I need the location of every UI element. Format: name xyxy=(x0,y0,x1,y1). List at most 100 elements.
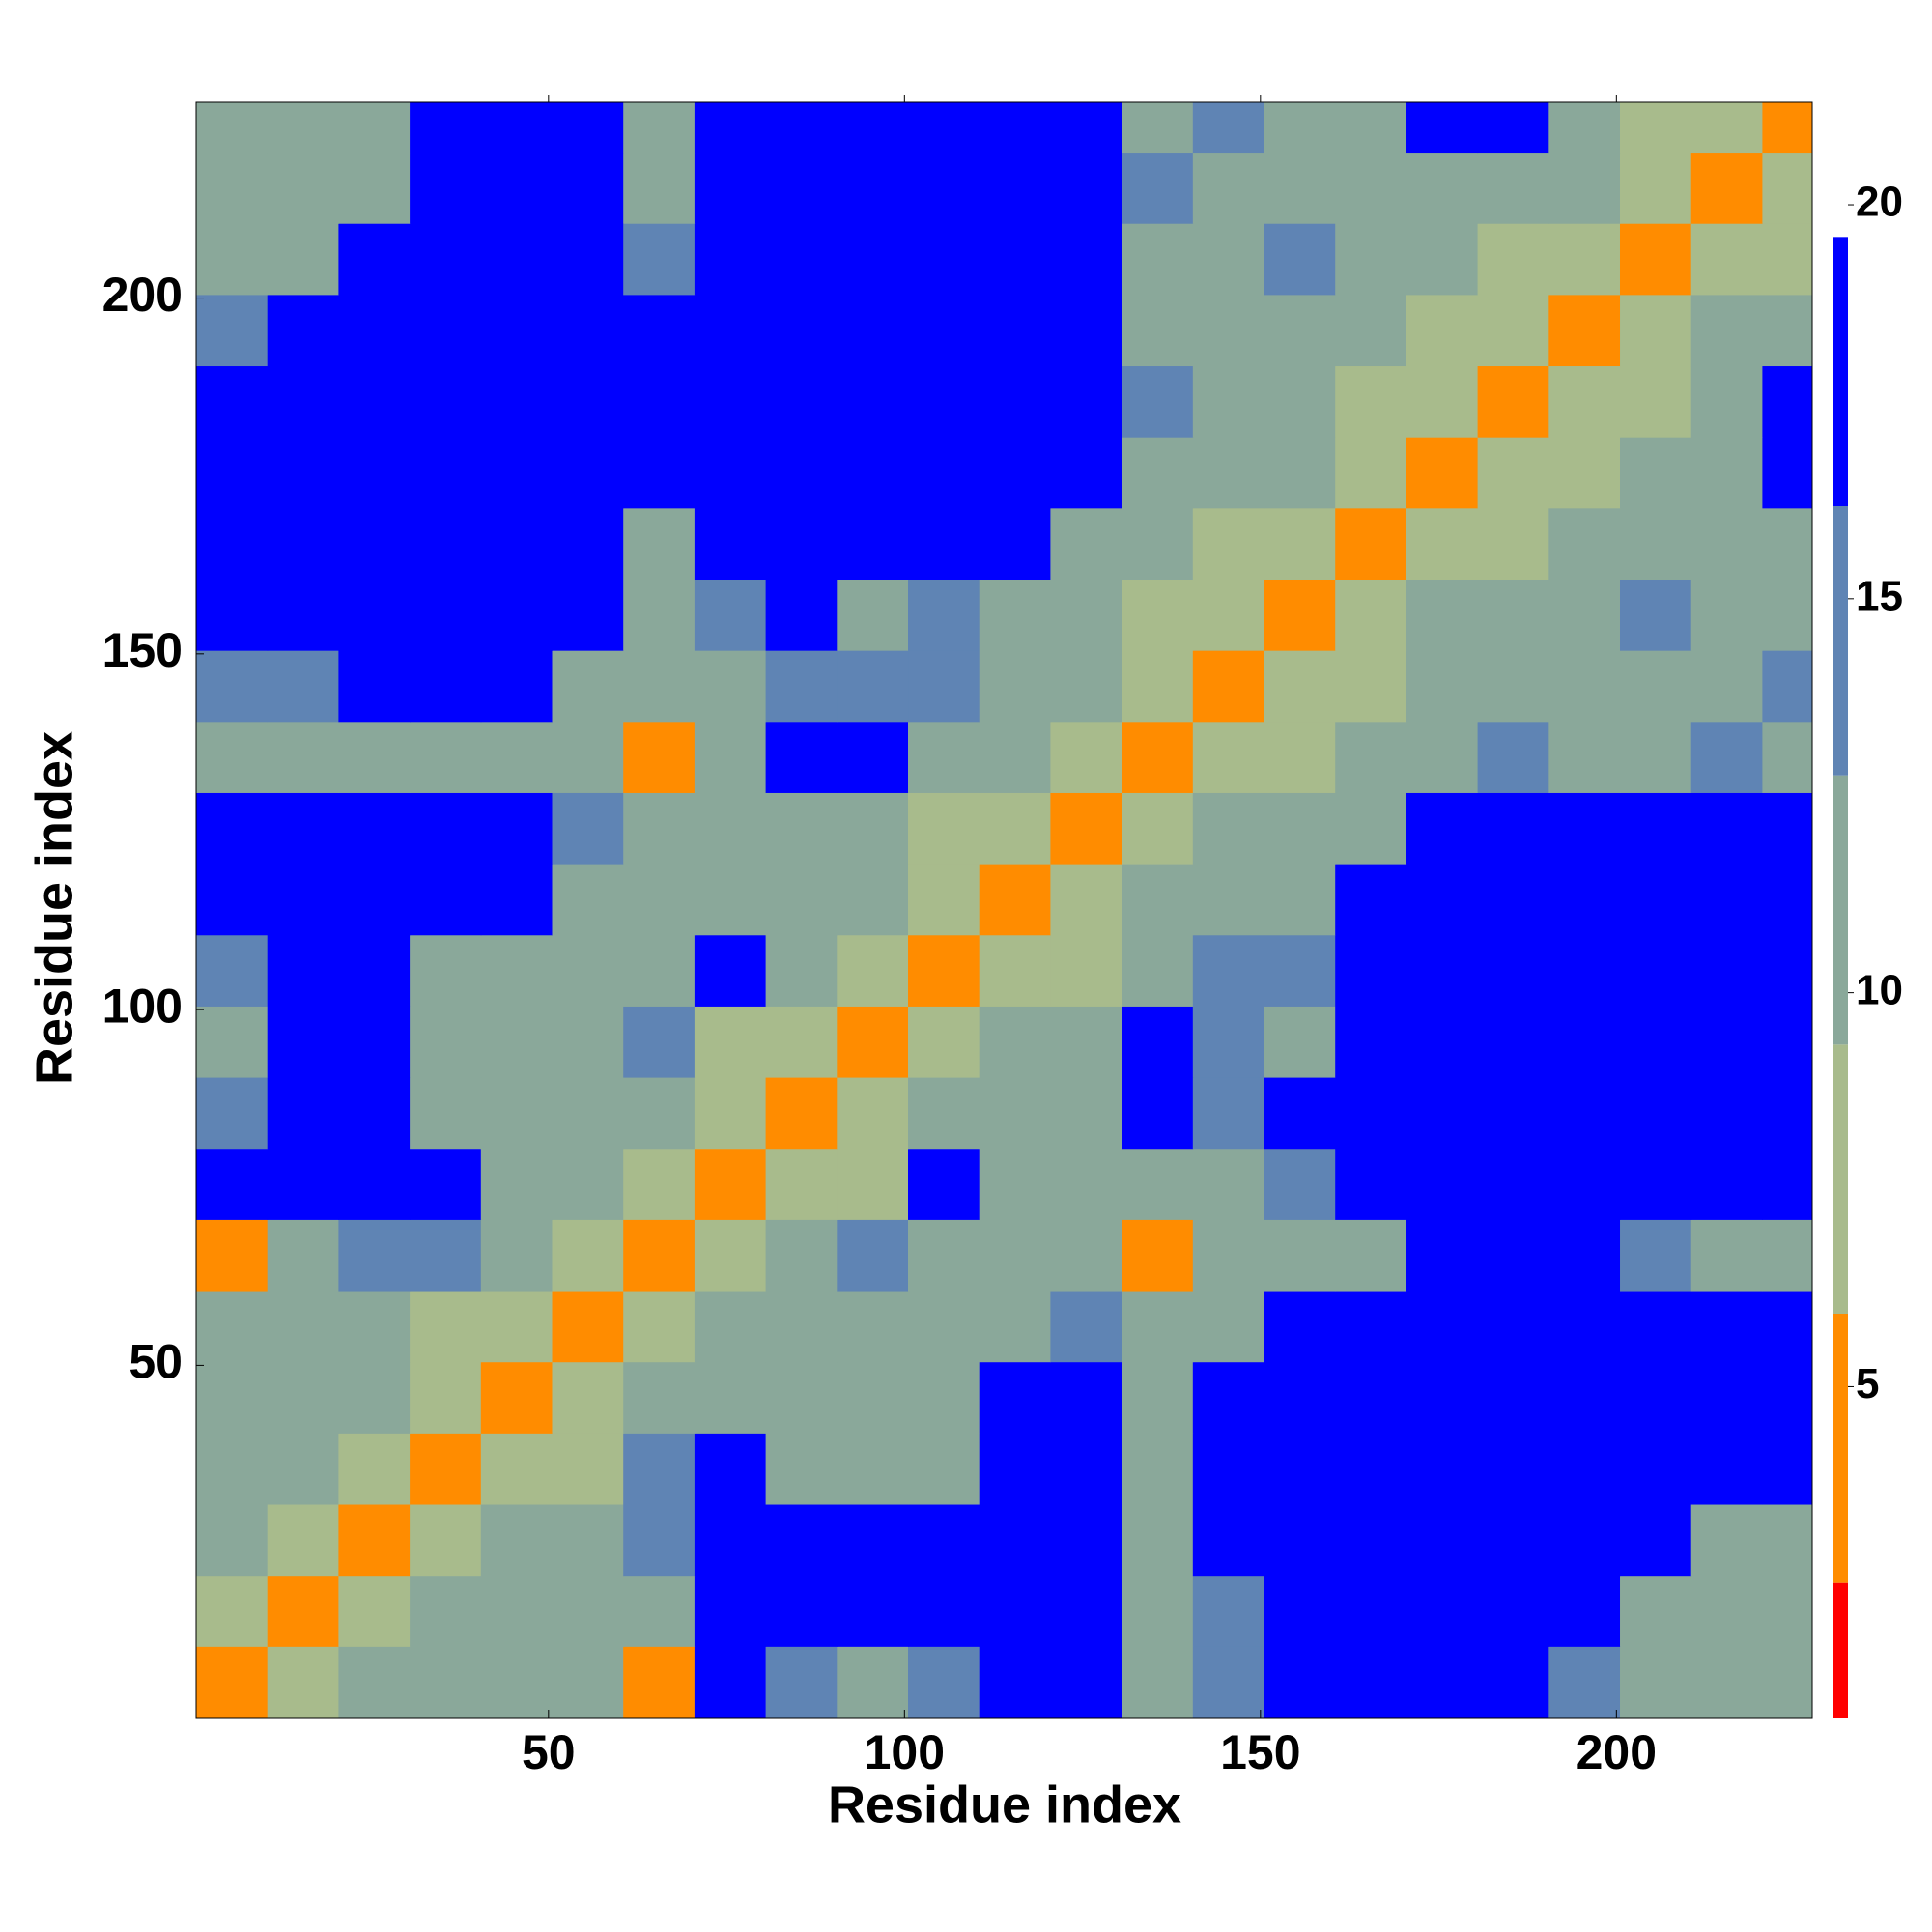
heatmap-cell xyxy=(410,1575,482,1647)
heatmap-cell xyxy=(1050,1219,1122,1292)
heatmap-cell xyxy=(1335,1148,1407,1220)
heatmap-cell xyxy=(552,579,624,651)
heatmap-cell xyxy=(694,223,767,296)
heatmap-cell xyxy=(694,1291,767,1363)
heatmap-cell xyxy=(1548,1646,1621,1719)
heatmap-cell xyxy=(338,437,411,509)
heatmap-cell xyxy=(338,1148,411,1220)
heatmap-cell xyxy=(1690,579,1763,651)
heatmap-cell xyxy=(1264,721,1336,793)
heatmap-cell xyxy=(908,1361,980,1434)
heatmap-cell xyxy=(908,1291,980,1363)
heatmap-cell xyxy=(480,507,554,580)
heatmap-cell xyxy=(410,934,482,1007)
heatmap-cell xyxy=(1620,507,1692,580)
heatmap-cell xyxy=(623,792,696,865)
heatmap-cell xyxy=(837,1219,909,1292)
heatmap-cell xyxy=(338,579,411,651)
heatmap-cell xyxy=(837,1291,909,1363)
heatmap-cell xyxy=(552,102,624,154)
heatmap-cell xyxy=(837,102,909,154)
heatmap-cell xyxy=(1264,1646,1336,1719)
heatmap-cell xyxy=(1122,1433,1194,1505)
heatmap-cell xyxy=(1335,1361,1407,1434)
heatmap-cell xyxy=(1335,1219,1407,1292)
heatmap-cell xyxy=(1122,792,1194,865)
heatmap-cell xyxy=(338,650,411,723)
heatmap-cell xyxy=(267,507,339,580)
heatmap-cell xyxy=(1406,792,1479,865)
heatmap-cell xyxy=(1335,102,1407,154)
heatmap-cell xyxy=(623,294,696,367)
heatmap-cell xyxy=(1264,1077,1336,1150)
heatmap-cell xyxy=(1548,437,1621,509)
heatmap-cell xyxy=(1548,365,1621,438)
heatmap-cell xyxy=(765,507,838,580)
heatmap-cell xyxy=(338,1219,411,1292)
heatmap-cell xyxy=(1620,792,1692,865)
heatmap-cell xyxy=(1406,650,1479,723)
heatmap-cell xyxy=(765,1646,838,1719)
heatmap-cell xyxy=(1050,294,1122,367)
heatmap-cell xyxy=(552,1646,624,1719)
heatmap-cell xyxy=(765,1433,838,1505)
heatmap-cell xyxy=(1406,1504,1479,1577)
heatmap-cell xyxy=(1050,1646,1122,1719)
heatmap-cell xyxy=(1050,934,1122,1007)
heatmap-cell xyxy=(1762,507,1813,580)
heatmap-cell xyxy=(480,437,554,509)
heatmap-cell xyxy=(765,1575,838,1647)
heatmap-cell xyxy=(196,1148,269,1220)
heatmap-cell xyxy=(338,365,411,438)
heatmap-cell xyxy=(694,1575,767,1647)
heatmap-cell xyxy=(552,437,624,509)
heatmap-cell xyxy=(837,1433,909,1505)
heatmap-cell xyxy=(1477,1077,1549,1150)
heatmap-cell xyxy=(410,650,482,723)
heatmap-cell xyxy=(1192,365,1265,438)
heatmap-cell xyxy=(1050,152,1122,224)
heatmap-cell xyxy=(267,650,339,723)
heatmap-cell xyxy=(694,1219,767,1292)
heatmap-cell xyxy=(196,579,269,651)
heatmap-cell xyxy=(1122,1361,1194,1434)
heatmap-cell xyxy=(552,365,624,438)
heatmap-cell xyxy=(908,1433,980,1505)
heatmap-cell xyxy=(1122,864,1194,936)
heatmap-cell xyxy=(1192,1077,1265,1150)
heatmap-cell xyxy=(837,1361,909,1434)
heatmap-cell xyxy=(1406,1219,1479,1292)
heatmap-cell xyxy=(1762,864,1813,936)
heatmap-cell xyxy=(480,934,554,1007)
heatmap-cell xyxy=(1335,1646,1407,1719)
heatmap-cell xyxy=(338,864,411,936)
heatmap-cell xyxy=(837,365,909,438)
heatmap-cell xyxy=(1122,1148,1194,1220)
heatmap-cell xyxy=(694,1148,767,1220)
heatmap-cell xyxy=(979,1361,1051,1434)
heatmap-cell xyxy=(765,650,838,723)
heatmap-cell xyxy=(1477,1291,1549,1363)
heatmap-cell xyxy=(1477,1006,1549,1078)
heatmap-cell xyxy=(1335,650,1407,723)
heatmap-cell xyxy=(1264,650,1336,723)
heatmap-cell xyxy=(765,223,838,296)
heatmap-cell xyxy=(480,650,554,723)
heatmap-cell xyxy=(1620,1575,1692,1647)
heatmap-cell xyxy=(552,1504,624,1577)
heatmap-cell xyxy=(410,102,482,154)
heatmap-cell xyxy=(1477,792,1549,865)
heatmap-cell xyxy=(1335,579,1407,651)
heatmap-cell xyxy=(1477,1148,1549,1220)
heatmap-cell xyxy=(1406,1148,1479,1220)
heatmap-cell xyxy=(480,1575,554,1647)
heatmap-cell xyxy=(1690,507,1763,580)
heatmap-cell xyxy=(1122,365,1194,438)
heatmap-cell xyxy=(410,223,482,296)
heatmap-cell xyxy=(1548,579,1621,651)
heatmap-cell xyxy=(267,437,339,509)
heatmap-cell xyxy=(1620,223,1692,296)
heatmap-cell xyxy=(1122,152,1194,224)
heatmap-cell xyxy=(1122,579,1194,651)
heatmap-cell xyxy=(1122,102,1194,154)
